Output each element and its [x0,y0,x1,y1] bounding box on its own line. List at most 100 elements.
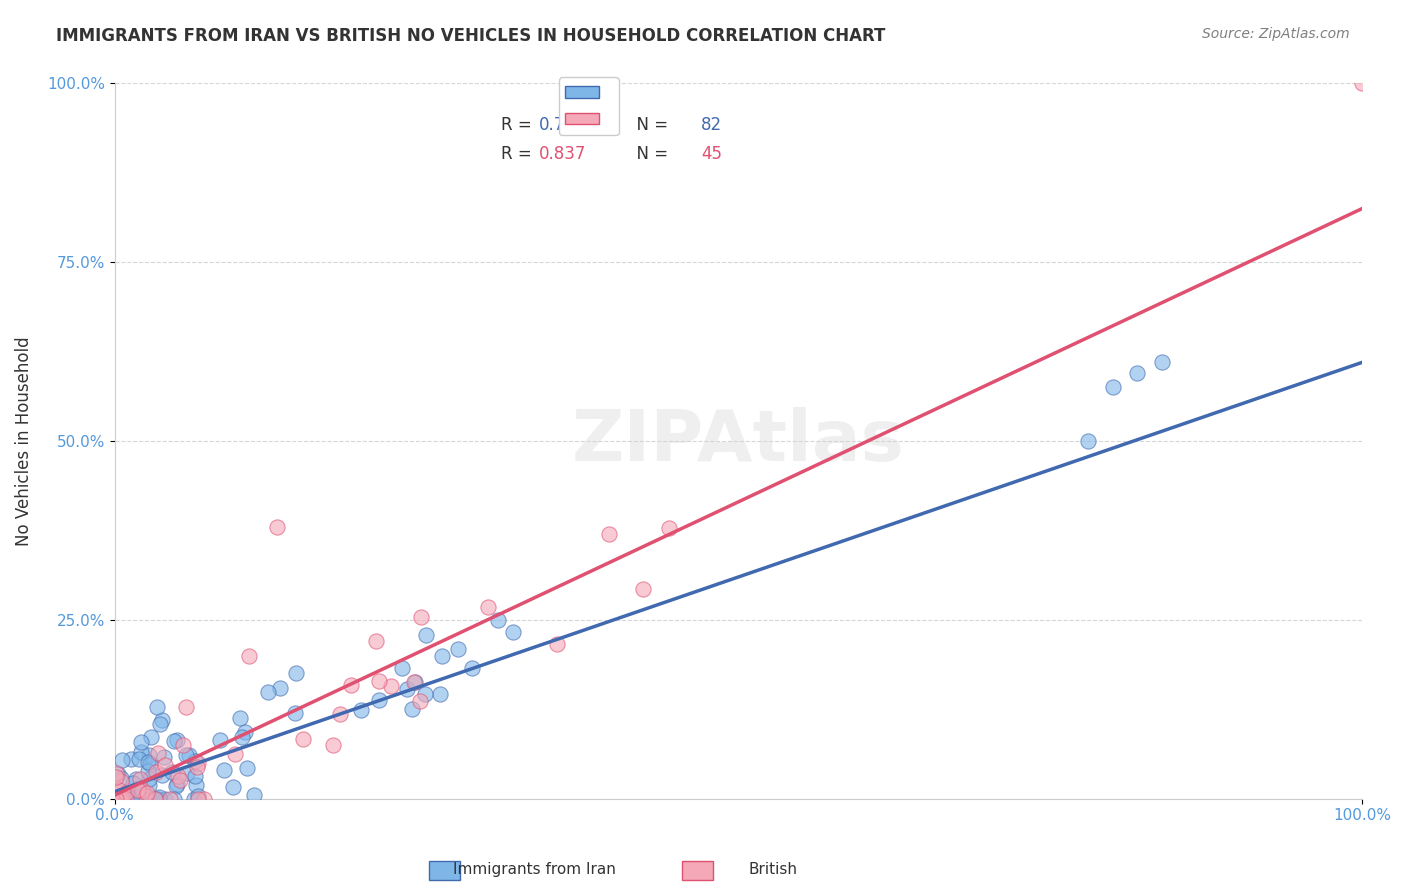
Point [166,769,188,783]
Point [174,748,197,763]
Point [145,791,167,805]
Point [266,520,288,534]
Point [285,665,308,680]
Point [224,747,246,761]
Text: British: British [749,863,797,877]
Point [208,732,231,747]
Point [460,661,482,675]
Point [136,755,159,769]
Point [284,706,307,720]
Point [105,791,128,805]
Legend: , : , [558,78,619,135]
Point [339,678,361,692]
Point [127,783,149,797]
Text: Source: ZipAtlas.com: Source: ZipAtlas.com [1202,27,1350,41]
Point [131,783,153,797]
Text: 0.837: 0.837 [538,145,586,162]
Point [139,791,162,805]
Point [129,772,152,787]
Point [631,582,654,597]
Point [447,641,470,656]
Point [486,613,509,627]
Point [108,783,131,797]
Point [146,746,169,760]
Point [174,699,197,714]
Point [212,763,235,777]
Point [329,707,352,722]
Point [183,769,205,783]
Point [127,790,149,805]
Point [135,788,157,802]
Point [149,717,172,731]
Point [546,637,568,651]
Point [120,791,142,805]
Point [163,791,186,805]
Point [127,791,149,805]
Point [1126,366,1149,380]
Point [169,773,191,788]
Point [396,682,419,697]
Point [146,700,169,714]
Point [402,675,425,690]
Point [115,787,138,801]
Point [139,730,162,744]
Text: IMMIGRANTS FROM IRAN VS BRITISH NO VEHICLES IN HOUSEHOLD CORRELATION CHART: IMMIGRANTS FROM IRAN VS BRITISH NO VEHIC… [56,27,886,45]
Point [366,634,388,648]
Point [415,628,437,642]
Text: N =: N = [626,116,673,134]
Point [598,527,620,541]
Point [1101,379,1123,393]
Point [186,760,208,774]
Point [150,713,173,727]
Point [429,687,451,701]
Y-axis label: No Vehicles in Household: No Vehicles in Household [15,336,32,546]
Point [187,789,209,803]
Point [129,745,152,759]
Text: 82: 82 [700,116,723,134]
Point [166,733,188,747]
Point [138,747,160,762]
Point [111,791,134,805]
Text: 45: 45 [700,145,721,162]
Point [124,791,146,805]
Point [193,791,215,805]
Point [127,781,149,796]
Point [658,521,681,535]
Point [1152,355,1174,369]
Point [401,702,423,716]
Point [136,764,159,778]
Point [135,789,157,803]
Point [238,648,260,663]
Point [166,777,188,791]
Point [409,694,432,708]
Point [368,673,391,688]
Point [430,648,453,663]
Text: R =: R = [502,116,537,134]
Point [1351,77,1374,91]
Text: Immigrants from Iran: Immigrants from Iran [453,863,616,877]
Point [125,772,148,786]
Text: N =: N = [626,145,673,162]
Point [105,770,128,784]
Point [115,791,138,805]
Point [322,738,344,752]
Point [380,679,402,693]
Point [391,661,413,675]
Point [145,764,167,779]
Point [177,747,200,762]
Point [165,779,187,793]
Point [143,791,166,805]
Point [229,711,252,725]
Point [411,610,433,624]
Point [148,789,170,804]
Point [502,625,524,640]
Point [138,772,160,787]
Point [152,750,174,764]
Point [257,685,280,699]
Point [110,791,132,805]
Point [243,788,266,802]
Point [114,791,136,805]
Text: 0.713: 0.713 [538,116,586,134]
Point [135,786,157,800]
Point [159,791,181,805]
